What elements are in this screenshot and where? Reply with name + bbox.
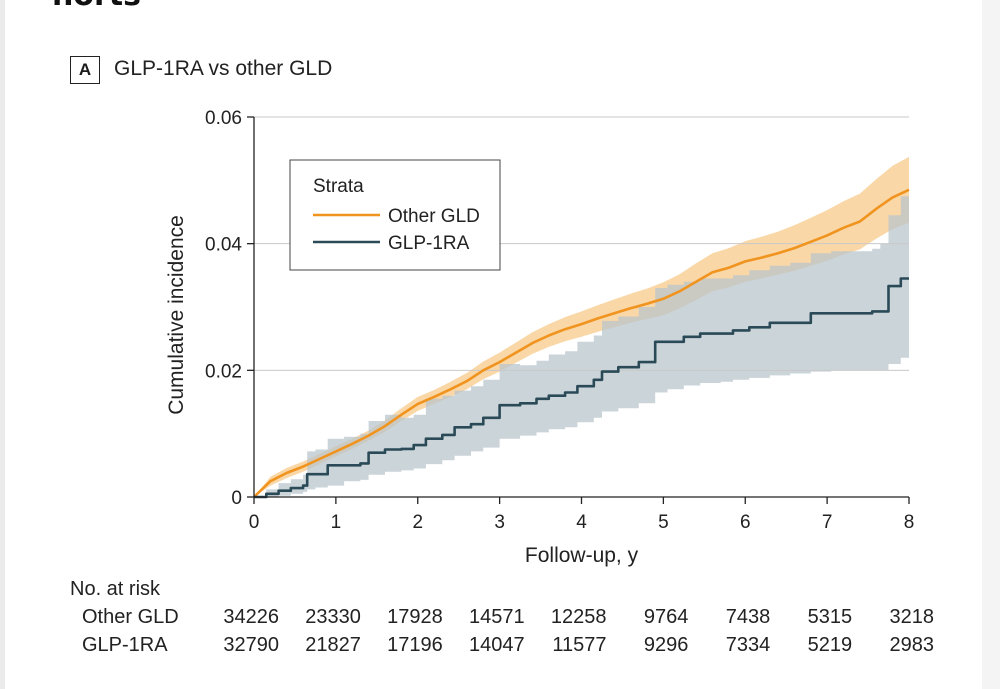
page-right-border: [982, 0, 1000, 689]
ci-band-other-gld: [254, 156, 909, 497]
risk-cell-glp-1ra-y2: 17196: [387, 634, 443, 656]
risk-cell-other-gld-y4: 12258: [550, 606, 607, 628]
x-tick-label-5: 5: [658, 512, 669, 533]
x-tick-label-2: 2: [412, 512, 423, 533]
risk-cell-other-gld-y2: 17928: [387, 606, 443, 628]
section-heading-fragment: horts: [52, 0, 141, 13]
risk-cell-glp-1ra-y1: 21827: [305, 634, 361, 656]
risk-cell-other-gld-y0: 34226: [223, 606, 279, 628]
axes: [247, 116, 910, 504]
x-tick-label-0: 0: [249, 512, 260, 533]
risk-cell-glp-1ra-y4: 11577: [552, 634, 607, 656]
x-tick-label-3: 3: [494, 512, 505, 533]
risk-cell-other-gld-y7: 5315: [807, 606, 853, 628]
y-tick-label-1: 0.02: [205, 361, 242, 382]
risk-cell-glp-1ra-y7: 5219: [807, 634, 853, 656]
y-axis-title: Cumulative incidence: [165, 215, 188, 415]
risk-cell-other-gld-y8: 3218: [889, 606, 935, 628]
y-tick-label-2: 0.04: [205, 235, 242, 256]
risk-cell-other-gld-y1: 23330: [305, 606, 361, 628]
legend-title: Strata: [313, 176, 364, 197]
y-tick-label-0: 0: [231, 488, 242, 509]
risk-cell-other-gld-y3: 14571: [469, 606, 525, 628]
x-tick-label-8: 8: [904, 512, 915, 533]
curve-glp-1ra: [254, 277, 909, 499]
panel-letter-box: A: [70, 56, 100, 84]
x-tick-label-7: 7: [822, 512, 833, 533]
panel-title: GLP-1RA vs other GLD: [114, 57, 333, 80]
incidence-curves: [253, 188, 910, 499]
x-tick-label-4: 4: [576, 512, 587, 533]
risk-cell-glp-1ra-y5: 9296: [643, 634, 689, 656]
risk-cell-glp-1ra-y0: 32790: [223, 634, 279, 656]
risk-row-label-glp1ra: GLP-1RA: [82, 634, 168, 656]
y-tick-label-3: 0.06: [205, 108, 242, 129]
tick-labels: 0 1 2 3 4 5 6 7 8 0 0.02 0.04 0.06: [205, 108, 914, 533]
legend-label-glp1ra: GLP-1RA: [388, 233, 470, 254]
x-axis-title: Follow-up, y: [525, 544, 639, 567]
risk-table-title: No. at risk: [70, 578, 161, 600]
curve-other-gld: [253, 188, 910, 498]
risk-cell-glp-1ra-y6: 7334: [725, 634, 771, 656]
ci-band-glp-1ra: [254, 196, 909, 497]
x-tick-label-1: 1: [331, 512, 342, 533]
risk-cell-other-gld-y6: 7438: [725, 606, 771, 628]
x-tick-label-6: 6: [740, 512, 751, 533]
risk-cell-glp-1ra-y3: 14047: [469, 634, 525, 656]
risk-cell-glp-1ra-y8: 2983: [889, 634, 935, 656]
confidence-bands: [254, 156, 909, 497]
page-left-border: [0, 0, 5, 689]
risk-cell-other-gld-y5: 9764: [643, 606, 689, 628]
risk-row-label-other-gld: Other GLD: [82, 606, 179, 628]
legend-label-other-gld: Other GLD: [388, 206, 480, 227]
legend: Strata Other GLD GLP-1RA: [289, 159, 501, 271]
